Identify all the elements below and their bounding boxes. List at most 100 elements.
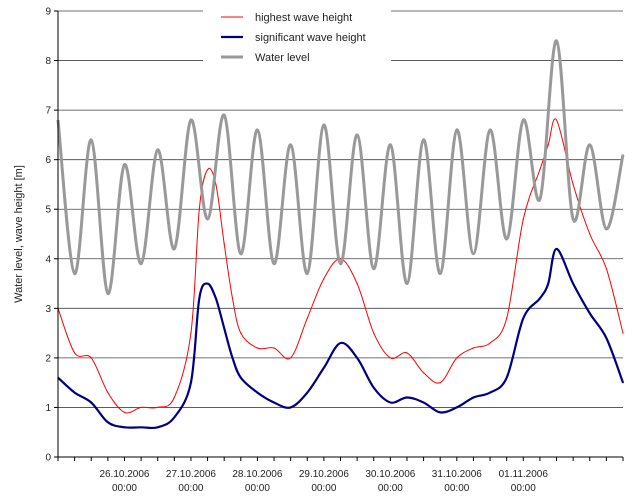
data-point bbox=[547, 283, 549, 285]
x-tick-date: 27.10.2006 bbox=[166, 469, 216, 480]
data-point bbox=[157, 149, 159, 151]
data-point bbox=[90, 357, 92, 359]
data-point bbox=[572, 218, 574, 220]
data-point bbox=[622, 332, 624, 334]
data-point bbox=[555, 119, 558, 121]
data-point bbox=[74, 392, 76, 394]
y-tick-label: 3 bbox=[45, 304, 51, 315]
y-tick-label: 8 bbox=[45, 56, 51, 67]
data-point bbox=[522, 317, 524, 319]
data-point bbox=[406, 283, 408, 285]
data-point bbox=[207, 218, 209, 220]
x-tick-time: 00:00 bbox=[378, 483, 403, 494]
x-tick-time: 00:00 bbox=[444, 483, 469, 494]
series-lines bbox=[56, 39, 625, 430]
data-point bbox=[356, 134, 358, 136]
data-point bbox=[472, 396, 474, 399]
data-point bbox=[90, 401, 92, 404]
data-point bbox=[231, 357, 234, 359]
data-point bbox=[605, 268, 608, 270]
data-point bbox=[290, 406, 292, 408]
data-point bbox=[373, 387, 375, 389]
axes bbox=[57, 11, 623, 458]
data-point bbox=[339, 342, 342, 344]
data-point bbox=[605, 228, 608, 230]
legend-label: highest wave height bbox=[255, 12, 352, 24]
y-tick-label: 9 bbox=[45, 7, 51, 18]
data-point bbox=[74, 352, 76, 354]
data-point bbox=[489, 129, 491, 131]
x-axis-ticks: 26.10.2006 00:00 27.10.2006 00:00 28.10.2006… bbox=[57, 457, 624, 494]
plot-area bbox=[58, 11, 623, 457]
data-point bbox=[439, 411, 441, 413]
data-point bbox=[539, 198, 541, 200]
y-tick-label: 0 bbox=[45, 453, 51, 464]
data-point bbox=[223, 243, 225, 245]
data-point bbox=[547, 144, 549, 146]
data-point bbox=[231, 297, 234, 299]
data-point bbox=[190, 332, 192, 334]
data-point bbox=[157, 426, 159, 428]
data-point bbox=[306, 273, 308, 275]
data-point bbox=[173, 416, 175, 418]
y-tick-label: 4 bbox=[45, 254, 51, 265]
data-point bbox=[140, 263, 142, 265]
data-point bbox=[273, 347, 275, 349]
data-point bbox=[157, 406, 159, 408]
data-point bbox=[589, 312, 591, 314]
data-point bbox=[173, 396, 175, 399]
data-point bbox=[240, 332, 242, 334]
data-point bbox=[389, 144, 391, 146]
data-point bbox=[373, 332, 375, 334]
data-point bbox=[215, 297, 217, 299]
data-point bbox=[572, 183, 574, 185]
data-point bbox=[290, 144, 292, 146]
data-point bbox=[622, 154, 624, 156]
data-point bbox=[273, 401, 275, 404]
data-point bbox=[456, 129, 458, 131]
data-point bbox=[323, 367, 325, 369]
y-tick-label: 6 bbox=[45, 155, 51, 166]
data-point bbox=[589, 144, 591, 146]
data-point bbox=[198, 297, 200, 299]
data-point bbox=[555, 40, 558, 42]
data-point bbox=[223, 114, 225, 116]
data-point bbox=[107, 421, 109, 423]
x-tick-time: 00:00 bbox=[511, 483, 536, 494]
data-point bbox=[439, 273, 441, 275]
x-tick-time: 00:00 bbox=[112, 483, 137, 494]
data-point bbox=[389, 401, 391, 404]
data-point bbox=[123, 164, 126, 166]
data-point bbox=[223, 327, 225, 329]
data-point bbox=[373, 268, 375, 270]
data-point bbox=[389, 357, 391, 359]
y-tick-label: 1 bbox=[45, 403, 51, 414]
data-point bbox=[555, 248, 558, 250]
data-point bbox=[406, 396, 408, 399]
data-point bbox=[522, 119, 524, 121]
data-point bbox=[173, 248, 175, 250]
legend-label: Water level bbox=[255, 52, 310, 64]
data-point bbox=[472, 253, 474, 255]
data-point bbox=[522, 218, 524, 220]
data-point bbox=[306, 392, 308, 394]
data-point bbox=[356, 283, 358, 285]
x-tick-time: 00:00 bbox=[245, 483, 270, 494]
data-point bbox=[207, 169, 209, 171]
x-tick-date: 31.10.2006 bbox=[432, 469, 482, 480]
data-point bbox=[107, 392, 109, 394]
x-tick-date: 30.10.2006 bbox=[365, 469, 415, 480]
y-axis-ticks: 0 1 2 3 4 5 6 7 8 9 bbox=[45, 7, 58, 464]
data-point bbox=[506, 238, 508, 240]
data-point bbox=[356, 357, 358, 359]
y-axis-title: Water level, wave height [m] bbox=[13, 165, 25, 303]
data-point bbox=[207, 283, 209, 285]
data-point bbox=[506, 317, 508, 319]
data-point bbox=[123, 411, 126, 413]
data-point bbox=[506, 377, 508, 379]
x-tick-date: 28.10.2006 bbox=[232, 469, 282, 480]
x-tick-date: 01.11.2006 bbox=[499, 469, 549, 480]
y-tick-label: 5 bbox=[45, 205, 51, 216]
data-point bbox=[605, 337, 608, 339]
